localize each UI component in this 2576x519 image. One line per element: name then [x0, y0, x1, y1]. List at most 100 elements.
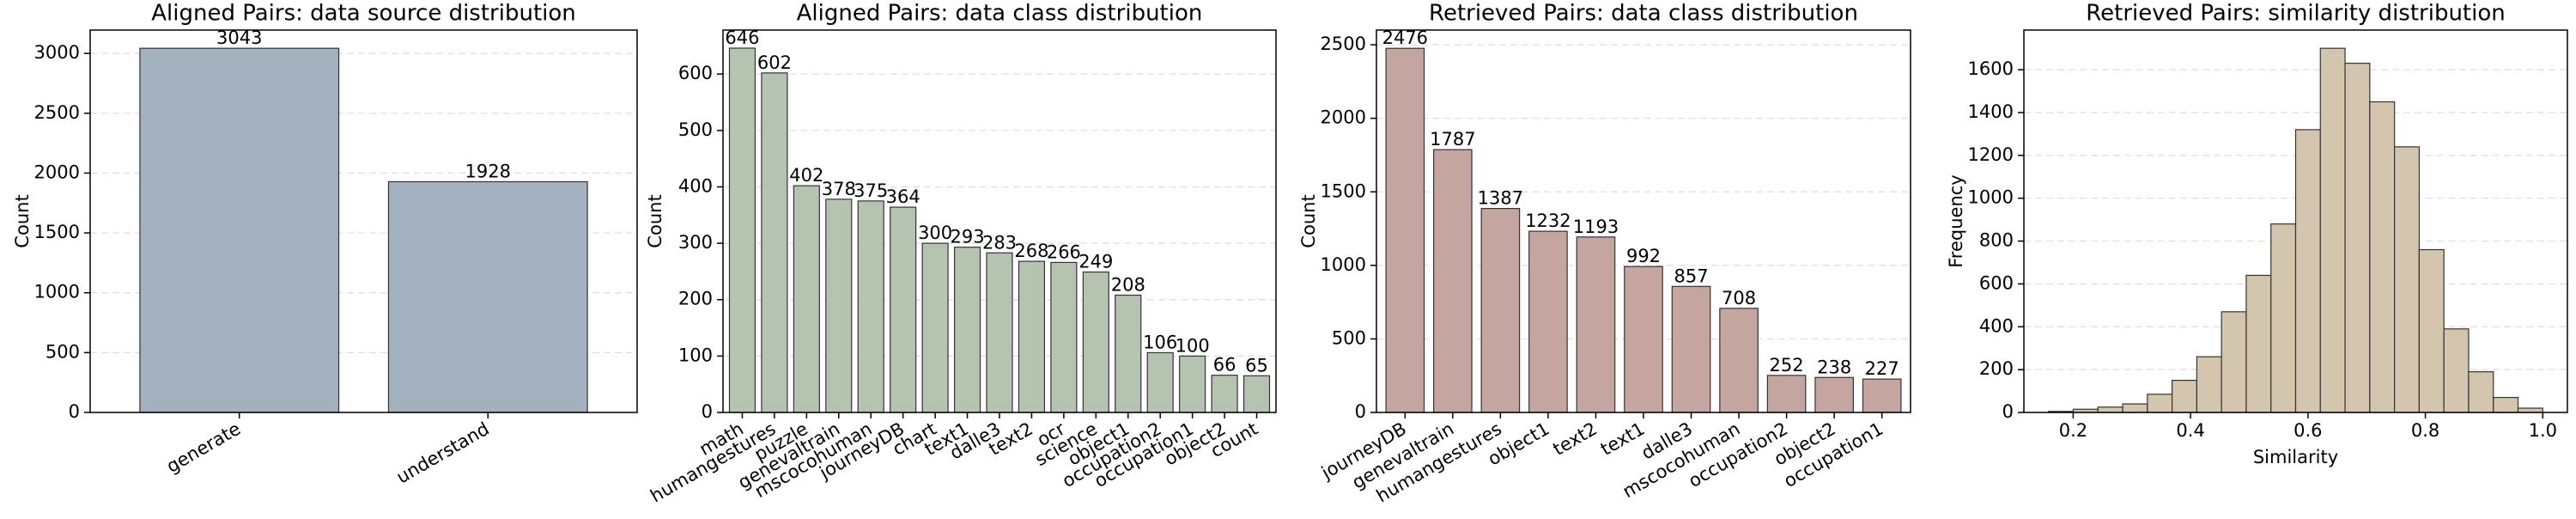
bar	[1433, 149, 1473, 413]
histogram-bar	[2418, 248, 2445, 413]
value-label: 364	[886, 186, 920, 207]
histogram-bar	[2468, 371, 2494, 413]
bar	[1480, 208, 1521, 413]
bar	[1862, 378, 1902, 413]
histogram-bar	[2221, 311, 2247, 413]
histogram-bar	[2294, 129, 2321, 413]
y-tick-label: 2000	[34, 162, 80, 182]
bar	[890, 206, 917, 413]
bar	[1814, 376, 1854, 413]
histogram-bar	[2369, 101, 2396, 413]
value-label: 375	[854, 180, 888, 201]
bar	[1115, 294, 1142, 413]
axes-frame	[1376, 29, 1911, 413]
value-label: 66	[1213, 355, 1236, 376]
bar	[857, 200, 884, 413]
chart-title: Aligned Pairs: data class distribution	[797, 1, 1203, 27]
x-tick-label: text2	[1549, 418, 1600, 460]
histogram-bar	[2245, 274, 2272, 413]
y-tick-label: 3000	[34, 42, 80, 63]
value-label: 708	[1722, 288, 1756, 308]
y-tick-label: 600	[678, 63, 713, 83]
y-tick-label: 0	[2002, 401, 2014, 422]
value-label: 402	[789, 165, 823, 186]
value-label: 992	[1626, 246, 1661, 266]
y-axis-label: Frequency	[1946, 174, 1966, 268]
axes-frame	[89, 29, 638, 413]
value-label: 2476	[1382, 27, 1428, 48]
value-label: 100	[1176, 335, 1210, 356]
histogram-bar	[2097, 406, 2123, 413]
value-label: 252	[1770, 355, 1804, 376]
bar	[728, 47, 756, 413]
y-tick-label: 1500	[1321, 180, 1366, 201]
y-tick-label: 1000	[1968, 187, 2014, 208]
y-tick-label: 400	[1979, 315, 2014, 336]
x-tick-label: 0.4	[2176, 420, 2204, 441]
y-tick-label: 500	[46, 341, 80, 362]
y-tick-label: 500	[678, 119, 713, 140]
bar	[1082, 271, 1109, 413]
x-tick-label: 0.2	[2059, 420, 2087, 441]
y-tick-label: 0	[1355, 401, 1366, 422]
bar	[953, 247, 981, 413]
x-tick-label: 0.8	[2411, 420, 2439, 441]
value-label: 227	[1865, 358, 1899, 379]
y-tick-label: 100	[678, 345, 713, 365]
histogram-bar	[2147, 394, 2173, 413]
bar	[921, 242, 949, 413]
value-label: 1232	[1525, 211, 1571, 231]
bar	[986, 252, 1013, 413]
value-label: 857	[1674, 266, 1708, 286]
y-tick-label: 300	[678, 232, 713, 253]
bar	[793, 185, 820, 413]
value-label: 1928	[465, 161, 511, 181]
value-label: 238	[1817, 357, 1851, 377]
histogram-bar	[2493, 396, 2519, 413]
value-label: 283	[982, 232, 1017, 253]
bar	[1624, 266, 1663, 413]
value-label: 249	[1078, 252, 1113, 272]
y-tick-label: 1400	[1968, 101, 2014, 122]
y-tick-label: 200	[678, 289, 713, 309]
y-tick-label: 2500	[1321, 34, 1366, 54]
y-tick-label: 800	[1979, 230, 2014, 251]
value-label: 3043	[216, 27, 262, 48]
x-tick-label: 1.0	[2529, 420, 2557, 441]
value-label: 268	[1014, 241, 1048, 261]
y-tick-label: 1000	[1321, 254, 1366, 275]
bar	[1719, 308, 1759, 413]
bar	[1018, 260, 1046, 413]
bar	[1528, 230, 1568, 413]
y-tick-label: 1500	[34, 222, 80, 242]
bar	[1211, 375, 1238, 413]
value-label: 1787	[1430, 129, 1475, 150]
value-label: 266	[1047, 241, 1081, 262]
y-tick-label: 400	[678, 175, 713, 196]
chart-title: Aligned Pairs: data source distribution	[151, 1, 576, 27]
bar	[1146, 351, 1174, 413]
bar	[387, 180, 588, 413]
x-axis-label: Similarity	[2253, 447, 2338, 467]
histogram-bar	[2443, 328, 2470, 413]
bar	[825, 198, 853, 413]
y-tick-label: 0	[69, 401, 80, 422]
y-tick-label: 200	[1979, 358, 2014, 379]
y-tick-label: 1600	[1968, 58, 2014, 79]
value-label: 300	[918, 223, 952, 243]
y-tick-label: 500	[1332, 327, 1366, 348]
bar	[1242, 375, 1271, 413]
histogram-bar	[2319, 47, 2346, 413]
histogram-bar	[2394, 146, 2420, 413]
bar	[1766, 375, 1807, 413]
value-label: 378	[822, 179, 856, 199]
y-tick-label: 2500	[34, 102, 80, 123]
histogram-bar	[2270, 223, 2297, 413]
chart-title: Retrieved Pairs: similarity distribution	[2086, 1, 2505, 27]
bar	[1179, 355, 1206, 413]
chart-title: Retrieved Pairs: data class distribution	[1429, 1, 1858, 27]
bar	[1050, 261, 1078, 413]
value-label: 1387	[1478, 188, 1523, 209]
histogram-bar	[2172, 380, 2197, 413]
value-label: 293	[951, 227, 985, 247]
